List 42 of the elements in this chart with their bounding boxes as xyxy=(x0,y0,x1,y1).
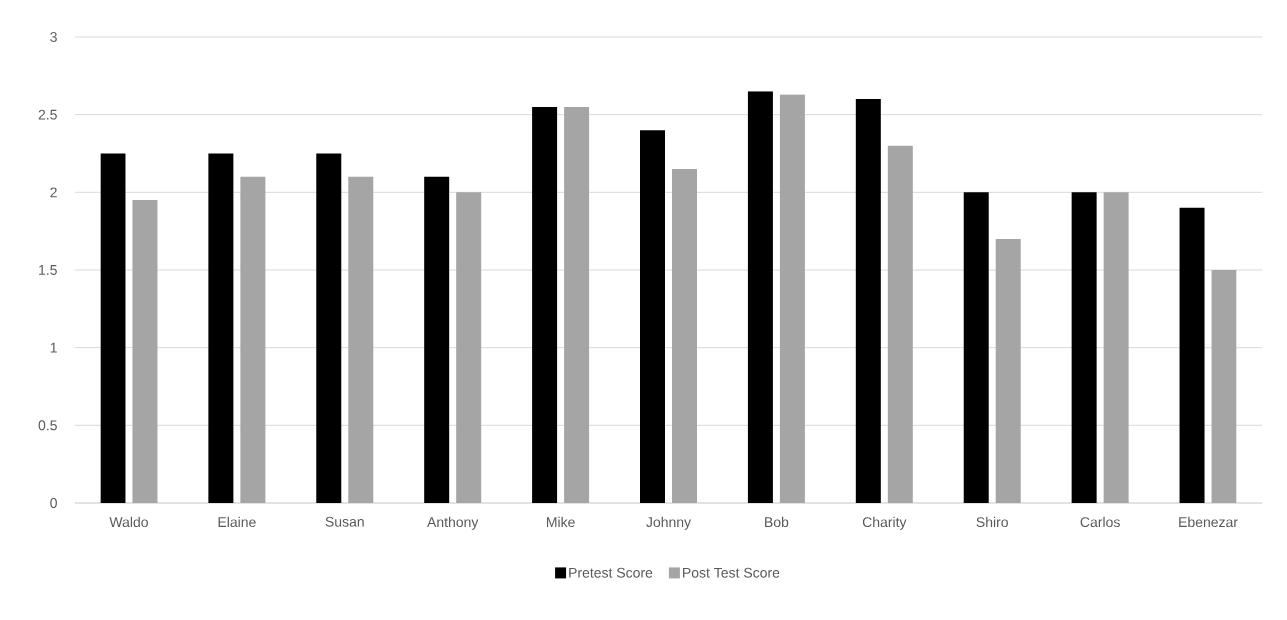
legend-label: Pretest Score xyxy=(569,567,653,578)
bar xyxy=(132,200,158,503)
legend-label: Post Test Score xyxy=(683,567,780,578)
x-tick-label: Elaine xyxy=(218,516,256,528)
x-tick-label: Johnny xyxy=(646,516,692,530)
x-tick-label: Anthony xyxy=(427,516,479,530)
bar xyxy=(963,192,989,503)
bar xyxy=(1179,207,1205,503)
bar xyxy=(1103,192,1129,503)
bar xyxy=(240,176,266,503)
y-tick-label: 0 xyxy=(50,498,57,508)
bar xyxy=(640,130,665,503)
y-tick-label: 3 xyxy=(50,32,57,42)
x-tick-label: Bob xyxy=(765,516,789,528)
y-tick-label: 2.5 xyxy=(38,109,57,120)
bar xyxy=(747,91,773,503)
y-tick-label: 0.5 xyxy=(38,420,57,431)
bar xyxy=(424,176,450,503)
bar xyxy=(995,238,1021,503)
bar xyxy=(1211,269,1237,503)
bar xyxy=(208,153,234,503)
y-tick-label: 1 xyxy=(50,342,57,353)
bar xyxy=(855,99,881,503)
bar xyxy=(532,106,558,503)
bar xyxy=(456,192,482,503)
bar xyxy=(672,169,698,503)
bar xyxy=(316,153,342,503)
bar xyxy=(779,94,805,503)
x-tick-label: Waldo xyxy=(109,516,148,528)
bar xyxy=(887,145,913,503)
bar xyxy=(100,153,126,503)
x-tick-label: Susan xyxy=(325,516,364,527)
bar xyxy=(1071,192,1097,503)
y-tick-label: 1.5 xyxy=(39,265,57,275)
bar xyxy=(564,106,590,503)
bar xyxy=(348,176,374,503)
y-tick-label: 2 xyxy=(50,187,57,198)
x-tick-label: Shiro xyxy=(976,516,1008,528)
x-tick-label: Charity xyxy=(862,516,907,530)
x-tick-label: Ebenezar xyxy=(1179,516,1238,528)
x-tick-label: Carlos xyxy=(1080,516,1120,528)
x-tick-label: Mike xyxy=(546,516,575,528)
